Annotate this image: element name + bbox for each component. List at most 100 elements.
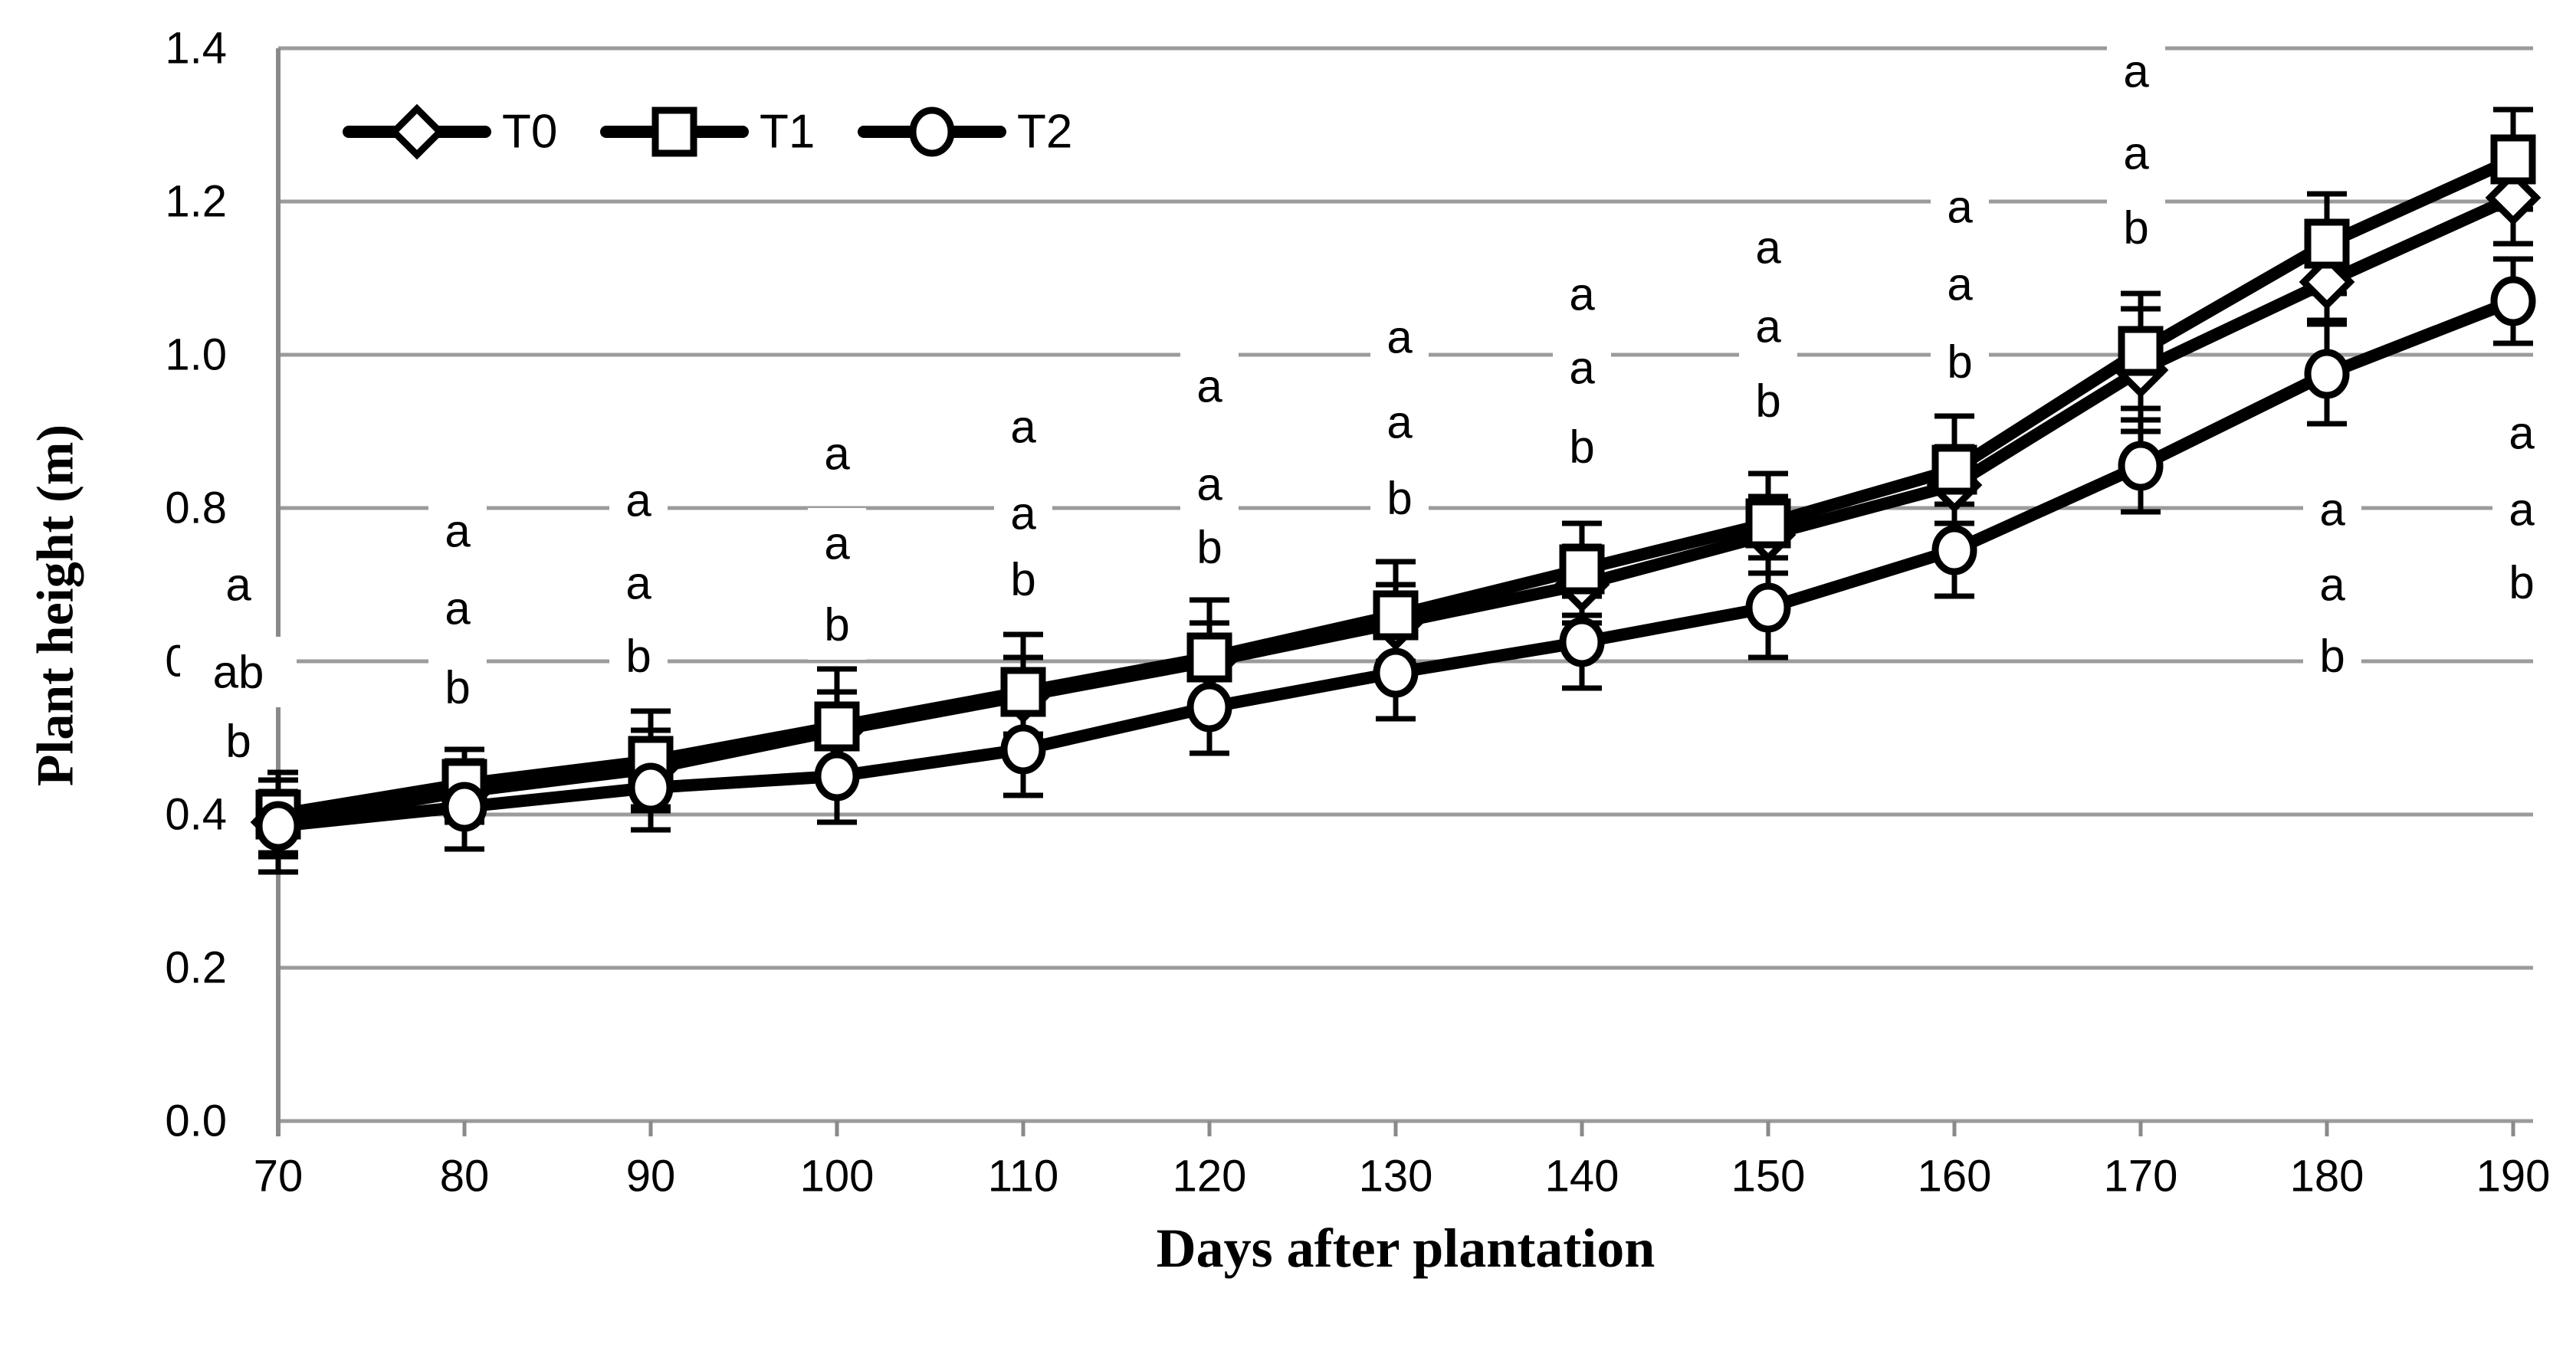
- circle-marker: [2118, 441, 2164, 491]
- x-tick-label: 190: [2476, 1152, 2551, 1201]
- significance-letter: a: [1755, 222, 1781, 274]
- circle-marker: [1931, 525, 1977, 575]
- diamond-marker: [2299, 254, 2355, 310]
- square-marker: [1186, 632, 1232, 683]
- significance-letter: a: [1196, 459, 1222, 510]
- x-tick-label: 90: [626, 1152, 676, 1201]
- significance-letter: a: [824, 428, 850, 480]
- square-marker: [2490, 134, 2536, 185]
- significance-letter: a: [445, 583, 471, 634]
- significance-letter: b: [824, 599, 849, 651]
- y-tick-label: 0.0: [165, 1097, 227, 1146]
- y-tick-label: 1.0: [165, 330, 227, 380]
- x-tick-label: 100: [800, 1152, 875, 1201]
- significance-letter: b: [445, 662, 470, 713]
- circle-marker: [628, 762, 674, 813]
- circle-marker: [1000, 724, 1046, 775]
- significance-letter: b: [1196, 522, 1222, 573]
- significance-letter: b: [2509, 557, 2534, 608]
- significance-letter: a: [2509, 408, 2535, 459]
- y-axis-title: Plant height (m): [25, 424, 84, 787]
- diamond-marker: [2485, 169, 2542, 226]
- y-tick-label: 0.4: [165, 790, 227, 840]
- significance-letter: a: [2123, 46, 2149, 97]
- square-marker: [1931, 444, 1977, 495]
- significance-letter: a: [1755, 301, 1781, 352]
- significance-letter: a: [625, 558, 651, 609]
- significance-letter: b: [225, 716, 251, 767]
- significance-letter: a: [1947, 259, 1973, 310]
- significance-letter: a: [1386, 397, 1413, 448]
- x-tick-label: 140: [1545, 1152, 1619, 1201]
- significance-letter: a: [1569, 343, 1595, 394]
- x-tick-label: 160: [1918, 1152, 1992, 1201]
- square-marker: [1373, 590, 1419, 641]
- circle-marker: [1745, 582, 1791, 633]
- significance-letter: a: [225, 559, 251, 611]
- significance-letter: a: [1010, 402, 1036, 453]
- x-axis-title: Days after plantation: [1156, 1218, 1656, 1279]
- square-marker: [814, 701, 860, 752]
- x-tick-label: 120: [1173, 1152, 1247, 1201]
- circle-marker: [909, 107, 955, 157]
- x-tick-label: 150: [1731, 1152, 1806, 1201]
- circle-marker: [1373, 647, 1419, 698]
- square-marker: [2118, 326, 2164, 376]
- significance-letter: b: [2123, 202, 2148, 254]
- significance-letter: a: [824, 518, 850, 569]
- significance-letter: b: [1569, 421, 1594, 473]
- x-tick-label: 170: [2104, 1152, 2178, 1201]
- y-tick-label: 1.4: [165, 24, 227, 74]
- circle-marker: [1559, 617, 1605, 667]
- series-markers-T2: [255, 276, 2536, 851]
- y-tick-label: 1.2: [165, 177, 227, 227]
- x-tick-label: 130: [1359, 1152, 1433, 1201]
- x-tick-label: 80: [440, 1152, 490, 1201]
- significance-letter: a: [1569, 269, 1595, 320]
- circle-marker: [441, 782, 487, 832]
- legend-label-T0: T0: [502, 106, 557, 159]
- significance-letter: a: [2123, 128, 2149, 179]
- significance-letter: b: [1386, 473, 1412, 524]
- significance-letter: b: [1947, 336, 1972, 388]
- significance-letter: b: [1755, 375, 1780, 427]
- significance-letter: a: [1010, 488, 1036, 539]
- square-marker: [2304, 218, 2350, 269]
- significance-letter: b: [1010, 554, 1035, 605]
- circle-marker: [2490, 276, 2536, 326]
- significance-letter: ab: [213, 647, 264, 698]
- square-marker: [651, 107, 697, 157]
- significance-letter: b: [2319, 631, 2345, 682]
- diamond-marker: [389, 103, 445, 160]
- significance-letter: a: [2509, 484, 2535, 536]
- legend-label-T2: T2: [1017, 106, 1072, 159]
- circle-marker: [255, 801, 301, 851]
- significance-letter: a: [445, 506, 471, 557]
- significance-letter: b: [625, 631, 651, 682]
- circle-marker: [2304, 349, 2350, 399]
- legend-label-T1: T1: [760, 106, 815, 159]
- significance-letter: a: [625, 475, 651, 526]
- y-tick-labels: 0.00.20.40.60.81.01.21.4: [165, 24, 227, 1146]
- x-tick-labels: 70 80 90 100 110 120 130 140 150 160 170 180 190: [254, 1152, 2551, 1201]
- y-tick-label: 0.2: [165, 943, 227, 993]
- square-marker: [1745, 498, 1791, 549]
- significance-letter: a: [2319, 559, 2345, 611]
- square-marker: [1000, 667, 1046, 717]
- significance-letter: a: [2319, 484, 2345, 536]
- significance-letter: a: [1947, 182, 1973, 233]
- circle-marker: [814, 751, 860, 802]
- x-tick-label: 110: [988, 1152, 1058, 1201]
- circle-marker: [1186, 682, 1232, 733]
- y-tick-label: 0.8: [165, 484, 227, 533]
- x-tick-label: 180: [2290, 1152, 2364, 1201]
- significance-letter: a: [1386, 312, 1413, 363]
- x-tick-label: 70: [254, 1152, 304, 1201]
- axes: [276, 48, 2515, 1136]
- square-marker: [1559, 544, 1605, 595]
- significance-letter: a: [1196, 361, 1222, 412]
- legend: T0 T1 T2: [343, 103, 1072, 160]
